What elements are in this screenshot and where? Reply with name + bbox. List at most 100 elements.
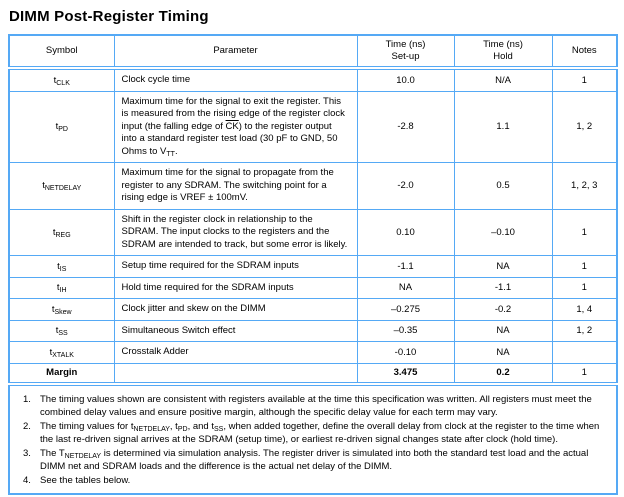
- symbol-base: t: [55, 325, 59, 337]
- table-row-treg: tREG Shift in the register clock in rela…: [8, 208, 618, 256]
- footnote-number: 4.: [23, 475, 31, 486]
- footnote-1: 1. The timing values shown are consisten…: [23, 393, 606, 419]
- header-symbol: Symbol: [8, 34, 115, 70]
- setup-cell: –0.275: [356, 298, 455, 321]
- symbol-base: t: [51, 303, 55, 315]
- symbol-subscript: XTALK: [52, 351, 74, 359]
- parameter-cell: Crosstalk Adder: [113, 341, 358, 364]
- header-parameter: Parameter: [113, 34, 358, 70]
- parameter-cell: Shift in the register clock in relations…: [113, 208, 358, 256]
- table-row-tclk: tCLK Clock cycle time 10.0 N/A 1: [8, 67, 618, 92]
- symbol-cell: tCLK: [8, 67, 115, 92]
- header-notes: Notes: [551, 34, 618, 70]
- hold-cell: NA: [453, 319, 553, 342]
- footnote-4: 4. See the tables below.: [23, 474, 606, 487]
- symbol-base: t: [42, 180, 45, 192]
- table-header-row: Symbol Parameter Time (ns) Set-up Time (…: [8, 34, 618, 70]
- symbol-subscript: PD: [58, 126, 68, 134]
- notes-cell: 1, 2: [551, 90, 618, 163]
- symbol-cell: tNETDELAY: [8, 162, 115, 210]
- timing-table: Symbol Parameter Time (ns) Set-up Time (…: [8, 34, 618, 495]
- table-row-txtalk: tXTALK Crosstalk Adder -0.10 NA: [8, 341, 618, 364]
- hold-cell: -1.1: [453, 276, 553, 299]
- footnote-3: 3. The TNETDELAY is determined via simul…: [23, 447, 606, 473]
- footnote-text: The TNETDELAY is determined via simulati…: [40, 448, 589, 472]
- footnote-number: 1.: [23, 394, 31, 405]
- table-row-tnetdelay: tNETDELAY Maximum time for the signal to…: [8, 162, 618, 210]
- symbol-subscript: REG: [55, 231, 71, 239]
- notes-cell: [551, 341, 618, 364]
- setup-cell: 0.10: [356, 208, 455, 256]
- notes-cell: 1: [551, 362, 618, 386]
- symbol-base: t: [55, 121, 59, 133]
- parameter-cell: [113, 362, 358, 386]
- parameter-cell: Maximum time for the signal to propagate…: [113, 162, 358, 210]
- symbol-subscript: CLK: [56, 79, 70, 87]
- setup-cell: NA: [356, 276, 455, 299]
- footnote-number: 3.: [23, 448, 31, 459]
- notes-cell: 1: [551, 276, 618, 299]
- hold-cell: NA: [453, 341, 553, 364]
- setup-cell: -2.0: [356, 162, 455, 210]
- symbol-cell: tIS: [8, 255, 115, 278]
- symbol-cell: tSkew: [8, 298, 115, 321]
- symbol-cell: tSS: [8, 319, 115, 342]
- header-hold-line1: Time (ns): [483, 39, 523, 50]
- hold-cell: –0.10: [453, 208, 553, 256]
- footnote-number: 2.: [23, 421, 31, 432]
- table-row-margin: Margin 3.475 0.2 1: [8, 362, 618, 386]
- header-time-hold: Time (ns) Hold: [453, 34, 553, 70]
- parameter-cell: Maximum time for the signal to exit the …: [113, 90, 358, 163]
- parameter-cell: Hold time required for the SDRAM inputs: [113, 276, 358, 299]
- footnotes-section: 1. The timing values shown are consisten…: [8, 383, 618, 495]
- symbol-subscript: NETDELAY: [44, 185, 82, 193]
- parameter-cell: Clock jitter and skew on the DIMM: [113, 298, 358, 321]
- footnote-2: 2. The timing values for tNETDELAY, tPD,…: [23, 420, 606, 446]
- symbol-base: Margin: [46, 367, 78, 379]
- symbol-subscript: Skew: [54, 308, 72, 316]
- notes-cell: 1, 4: [551, 298, 618, 321]
- notes-cell: 1: [551, 208, 618, 256]
- symbol-base: t: [52, 226, 56, 238]
- notes-cell: 1: [551, 67, 618, 92]
- symbol-base: t: [56, 282, 60, 294]
- symbol-subscript: IH: [59, 287, 67, 295]
- header-time-setup: Time (ns) Set-up: [356, 34, 455, 70]
- symbol-cell: Margin: [8, 362, 115, 386]
- header-hold-line2: Hold: [493, 51, 513, 62]
- hold-cell: N/A: [453, 67, 553, 92]
- setup-cell: 3.475: [356, 362, 455, 386]
- symbol-base: t: [49, 346, 53, 358]
- table-row-tpd: tPD Maximum time for the signal to exit …: [8, 90, 618, 163]
- symbol-subscript: IS: [59, 265, 67, 273]
- notes-cell: 1: [551, 255, 618, 278]
- symbol-cell: tXTALK: [8, 341, 115, 364]
- table-row-tih: tIH Hold time required for the SDRAM inp…: [8, 276, 618, 299]
- setup-cell: –0.35: [356, 319, 455, 342]
- setup-cell: -1.1: [356, 255, 455, 278]
- hold-cell: -0.2: [453, 298, 553, 321]
- footnotes-row: 1. The timing values shown are consisten…: [8, 383, 618, 495]
- setup-cell: -0.10: [356, 341, 455, 364]
- footnote-text: The timing values shown are consistent w…: [40, 394, 592, 418]
- hold-cell: 0.5: [453, 162, 553, 210]
- parameter-cell: Simultaneous Switch effect: [113, 319, 358, 342]
- table-row-tis: tIS Setup time required for the SDRAM in…: [8, 255, 618, 278]
- parameter-cell: Clock cycle time: [113, 67, 358, 92]
- footnote-text: The timing values for tNETDELAY, tPD, an…: [40, 421, 600, 445]
- setup-cell: -2.8: [356, 90, 455, 163]
- hold-cell: 0.2: [453, 362, 553, 386]
- hold-cell: NA: [453, 255, 553, 278]
- symbol-cell: tIH: [8, 276, 115, 299]
- table-row-tss: tSS Simultaneous Switch effect –0.35 NA …: [8, 319, 618, 342]
- setup-cell: 10.0: [356, 67, 455, 92]
- symbol-cell: tPD: [8, 90, 115, 163]
- parameter-cell: Setup time required for the SDRAM inputs: [113, 255, 358, 278]
- header-setup-line2: Set-up: [391, 51, 420, 62]
- page-title: DIMM Post-Register Timing: [9, 8, 209, 25]
- symbol-cell: tREG: [8, 208, 115, 256]
- symbol-base: t: [57, 260, 60, 272]
- symbol-subscript: SS: [58, 330, 68, 338]
- header-setup-line1: Time (ns): [385, 39, 426, 50]
